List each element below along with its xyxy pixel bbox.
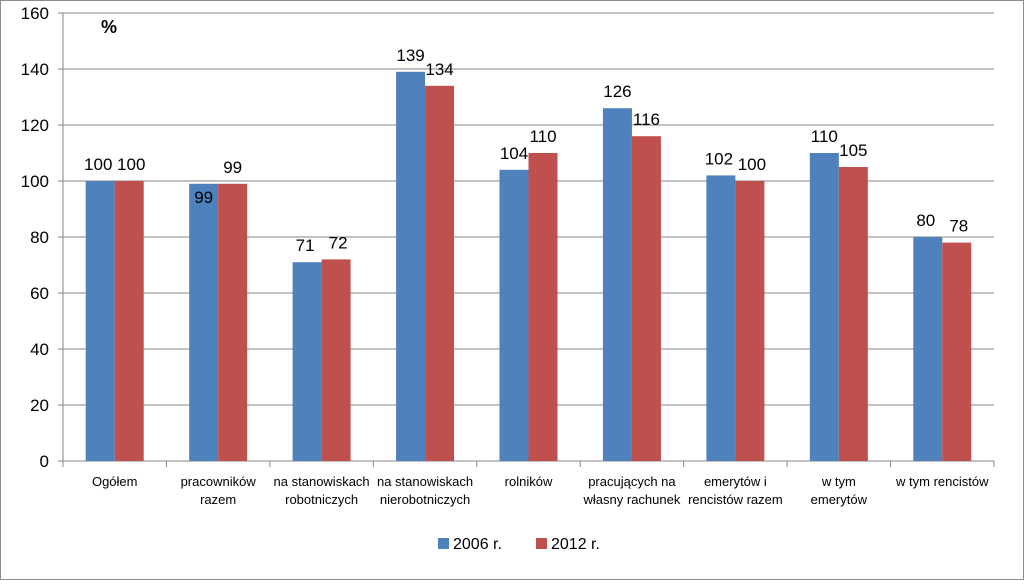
bar [735, 181, 765, 461]
x-tick-label: pracowników razem [181, 474, 257, 507]
data-label: 71 [296, 236, 315, 255]
bar [913, 237, 943, 461]
bar [85, 181, 115, 461]
y-tick-label: 0 [40, 452, 49, 471]
x-tick-label: na stanowiskach nierobotniczych [377, 474, 473, 507]
bar [396, 71, 426, 462]
y-tick-label: 140 [21, 60, 49, 79]
unit-label: % [101, 17, 117, 37]
bars [85, 71, 972, 462]
bar [838, 167, 868, 461]
bar [292, 262, 322, 461]
x-tick-label: w tym rencistów [895, 474, 989, 489]
bar [321, 259, 351, 461]
data-label: 126 [603, 82, 631, 101]
y-tick-label: 160 [21, 4, 49, 23]
x-tick-label: w tym emerytów [811, 474, 868, 507]
bar [602, 108, 632, 461]
y-tick-label: 120 [21, 116, 49, 135]
x-tick-label: Ogółem [92, 474, 138, 489]
y-tick-label: 20 [30, 396, 49, 415]
x-tick-label: na stanowiskach robotniczych [274, 474, 370, 507]
data-label: 99 [223, 158, 242, 177]
x-tick-label: rolników [505, 474, 553, 489]
data-label: 139 [396, 46, 424, 65]
data-label: 110 [529, 127, 556, 146]
bar [528, 153, 558, 461]
legend-label: 2012 r. [551, 536, 600, 553]
data-label: 105 [839, 141, 867, 160]
data-label: 102 [705, 149, 733, 168]
y-tick-label: 100 [21, 172, 49, 191]
x-tick-label: emerytów i rencistów razem [688, 474, 783, 507]
data-label: 72 [329, 233, 348, 252]
axes: 0 20 40 60 80 100 120 140 160 Ogółem pracowników ra… [21, 4, 995, 507]
data-label: 100 [84, 155, 112, 174]
bar [809, 153, 839, 461]
x-tick-label: pracujących na własny rachunek [583, 474, 681, 507]
y-tick-label: 80 [30, 228, 49, 247]
data-label: 99 [194, 188, 213, 207]
bar [942, 242, 972, 461]
bar [189, 183, 219, 462]
bar [425, 85, 455, 462]
data-label: 100 [117, 155, 145, 174]
data-label: 78 [949, 217, 968, 236]
y-tick-label: 40 [30, 340, 49, 359]
y-tick-label: 60 [30, 284, 49, 303]
data-label: 104 [500, 144, 528, 163]
data-label: 110 [811, 127, 838, 146]
data-label: 134 [425, 60, 453, 79]
bar [499, 169, 529, 462]
data-labels: 100 99 71 139 104 126 102 110 80 100 99 72 134 110 116… [84, 46, 968, 255]
legend: 2006 r. 2012 r. [438, 536, 600, 553]
legend-label: 2006 r. [453, 536, 502, 553]
bar [114, 181, 144, 461]
legend-swatch [438, 538, 449, 549]
data-label: 116 [633, 110, 660, 129]
legend-swatch [536, 538, 547, 549]
data-label: 80 [916, 211, 935, 230]
data-label: 100 [738, 155, 766, 174]
bar [706, 175, 736, 461]
bar [218, 183, 248, 462]
bar [631, 136, 661, 461]
